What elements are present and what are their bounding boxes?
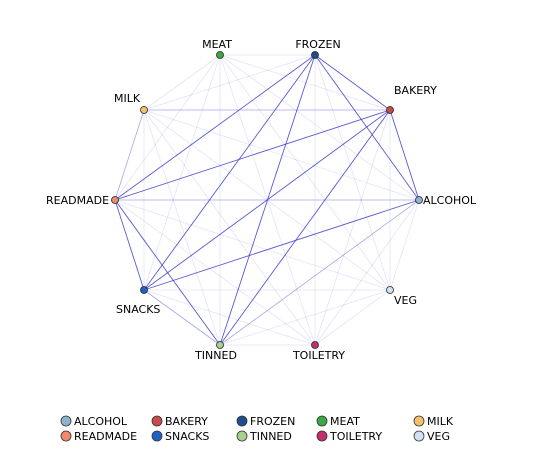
edge-bakery-meat [219,54,391,111]
node-tinned[interactable] [216,341,224,349]
node-label-milk: MILK [114,92,141,105]
legend-swatch-readmade [60,430,72,442]
edge-frozen-veg [314,54,391,291]
edge-tinned-readmade [114,199,221,346]
edge-veg-tinned [219,289,391,346]
legend-swatch-tinned [236,430,248,442]
legend-swatch-frozen [236,415,248,427]
edge-veg-toiletry [314,289,391,346]
edge-bakery-alcohol [389,109,420,201]
edge-frozen-bakery [314,54,391,111]
node-label-snacks: SNACKS [116,303,160,316]
edge-alcohol-tinned [219,199,420,346]
legend-swatch-bakery [151,415,163,427]
node-labels-layer: FROZEN BAKERY ALCOHOL VEG TOILETRY TINNED SNAC… [46,38,477,362]
legend-label-meat: MEAT [330,415,360,428]
legend-swatch-snacks [151,430,163,442]
legend-label-toiletry: TOILETRY [329,430,382,443]
edge-tinned-milk [143,109,221,346]
edge-toiletry-milk [143,109,316,346]
edge-alcohol-milk [143,109,420,201]
node-label-veg: VEG [394,294,417,307]
edge-veg-readmade [114,199,391,291]
edge-toiletry-meat [219,54,316,346]
legend-swatch-meat [316,415,328,427]
legend-swatch-toiletry [316,430,328,442]
legend-label-tinned: TINNED [249,430,292,443]
node-snacks[interactable] [140,286,148,294]
node-milk[interactable] [140,106,148,114]
node-meat[interactable] [216,51,224,59]
edge-milk-meat [143,54,221,111]
node-label-bakery: BAKERY [394,84,437,97]
node-bakery[interactable] [386,106,394,114]
legend-label-frozen: FROZEN [250,415,295,428]
edge-toiletry-snacks [143,289,316,346]
edge-snacks-readmade [114,199,145,291]
legend-swatch-veg [413,430,425,442]
node-label-meat: MEAT [202,38,232,51]
edge-toiletry-readmade [114,199,316,346]
edge-bakery-toiletry [314,109,391,346]
nodes-layer [111,51,423,349]
edge-frozen-snacks [143,54,316,291]
edge-tinned-snacks [143,289,221,346]
edge-alcohol-toiletry [314,199,420,346]
node-label-toiletry: TOILETRY [292,349,345,362]
edge-frozen-milk [143,54,316,111]
edge-bakery-tinned [219,109,391,346]
node-toiletry[interactable] [311,341,319,349]
edge-readmade-meat [114,54,221,201]
edge-bakery-snacks [143,109,391,291]
edge-frozen-readmade [114,54,316,201]
node-label-readmade: READMADE [46,194,109,207]
legend-swatch-alcohol [60,415,72,427]
edge-alcohol-veg [389,199,420,291]
node-label-alcohol: ALCOHOL [423,194,477,207]
legend: ALCOHOL BAKERY FROZEN MEAT MILK READMADE SNACK… [60,415,454,443]
edge-alcohol-snacks [143,199,420,291]
edge-alcohol-meat [219,54,420,201]
edges-layer [114,54,420,346]
legend-label-alcohol: ALCOHOL [74,415,128,428]
legend-label-snacks: SNACKS [165,430,209,443]
node-veg[interactable] [386,286,394,294]
edge-milk-readmade [114,109,145,201]
legend-label-readmade: READMADE [74,430,137,443]
legend-label-milk: MILK [427,415,454,428]
legend-label-veg: VEG [427,430,450,443]
edge-veg-meat [219,54,391,291]
node-frozen[interactable] [311,51,319,59]
legend-swatch-milk [413,415,425,427]
node-label-tinned: TINNED [194,349,237,362]
legend-label-bakery: BAKERY [165,415,208,428]
edge-bakery-readmade [114,109,391,201]
edge-frozen-alcohol [314,54,420,201]
node-readmade[interactable] [111,196,119,204]
edge-veg-milk [143,109,391,291]
node-alcohol[interactable] [415,196,423,204]
node-label-frozen: FROZEN [295,38,340,51]
edge-snacks-meat [143,54,221,291]
